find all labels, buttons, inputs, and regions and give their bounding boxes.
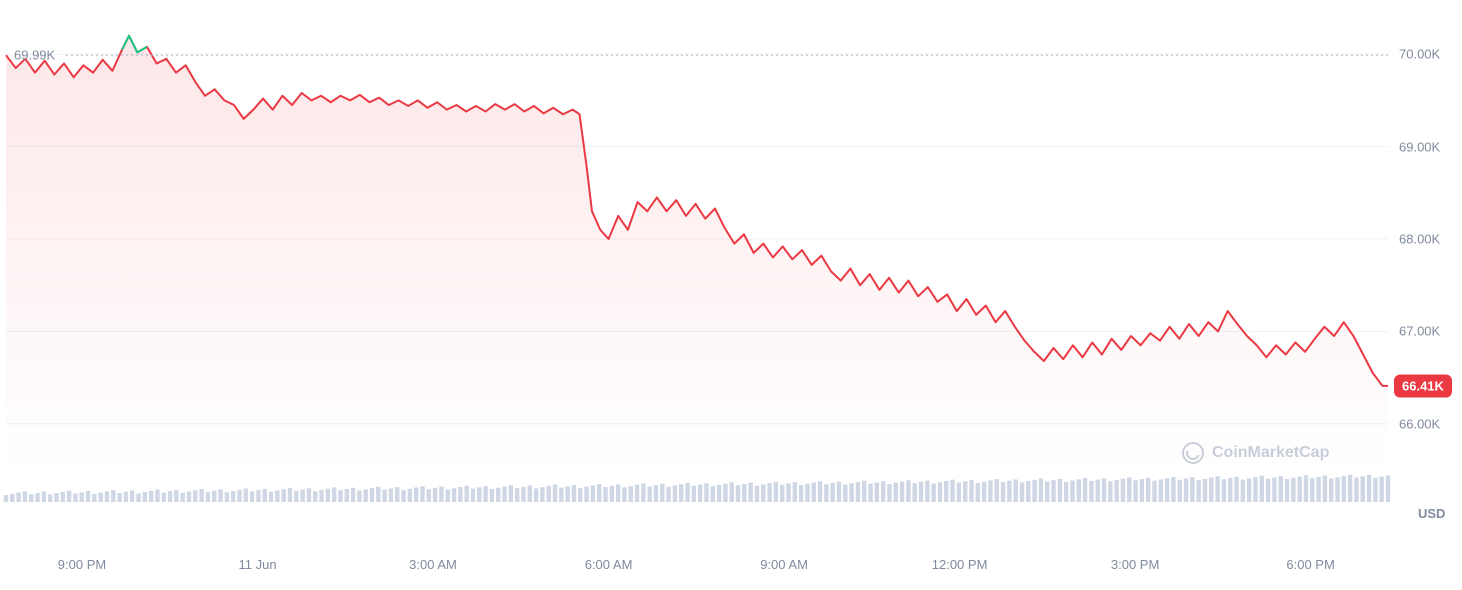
coinmarketcap-watermark: CoinMarketCap (1182, 442, 1329, 464)
coinmarketcap-logo-icon (1182, 442, 1204, 464)
x-axis-tick-label: 11 Jun (238, 557, 276, 572)
watermark-text: CoinMarketCap (1212, 444, 1329, 462)
price-area (6, 36, 1388, 470)
x-axis-tick-label: 3:00 AM (409, 557, 457, 572)
x-axis-tick-label: 9:00 AM (760, 557, 808, 572)
x-axis-tick-label: 6:00 PM (1286, 557, 1334, 572)
start-price-label: 69.99K (14, 48, 55, 63)
x-axis-tick-label: 12:00 PM (932, 557, 988, 572)
y-axis-tick-label: 68.00K (1399, 232, 1440, 247)
y-axis-tick-label: 69.00K (1399, 139, 1440, 154)
currency-label: USD (1418, 506, 1445, 521)
y-axis-tick-label: 70.00K (1399, 47, 1440, 62)
volume-bars (4, 475, 1390, 502)
current-price-badge: 66.41K (1394, 374, 1452, 397)
price-chart[interactable]: 70.00K 69.00K 68.00K 67.00K 66.00K 9:00 PM 11 … (0, 0, 1462, 590)
y-axis-tick-label: 66.00K (1399, 416, 1440, 431)
x-axis-tick-label: 6:00 AM (585, 557, 633, 572)
chart-svg (0, 0, 1462, 590)
x-axis-tick-label: 3:00 PM (1111, 557, 1159, 572)
y-axis-tick-label: 67.00K (1399, 324, 1440, 339)
x-axis-tick-label: 9:00 PM (58, 557, 106, 572)
